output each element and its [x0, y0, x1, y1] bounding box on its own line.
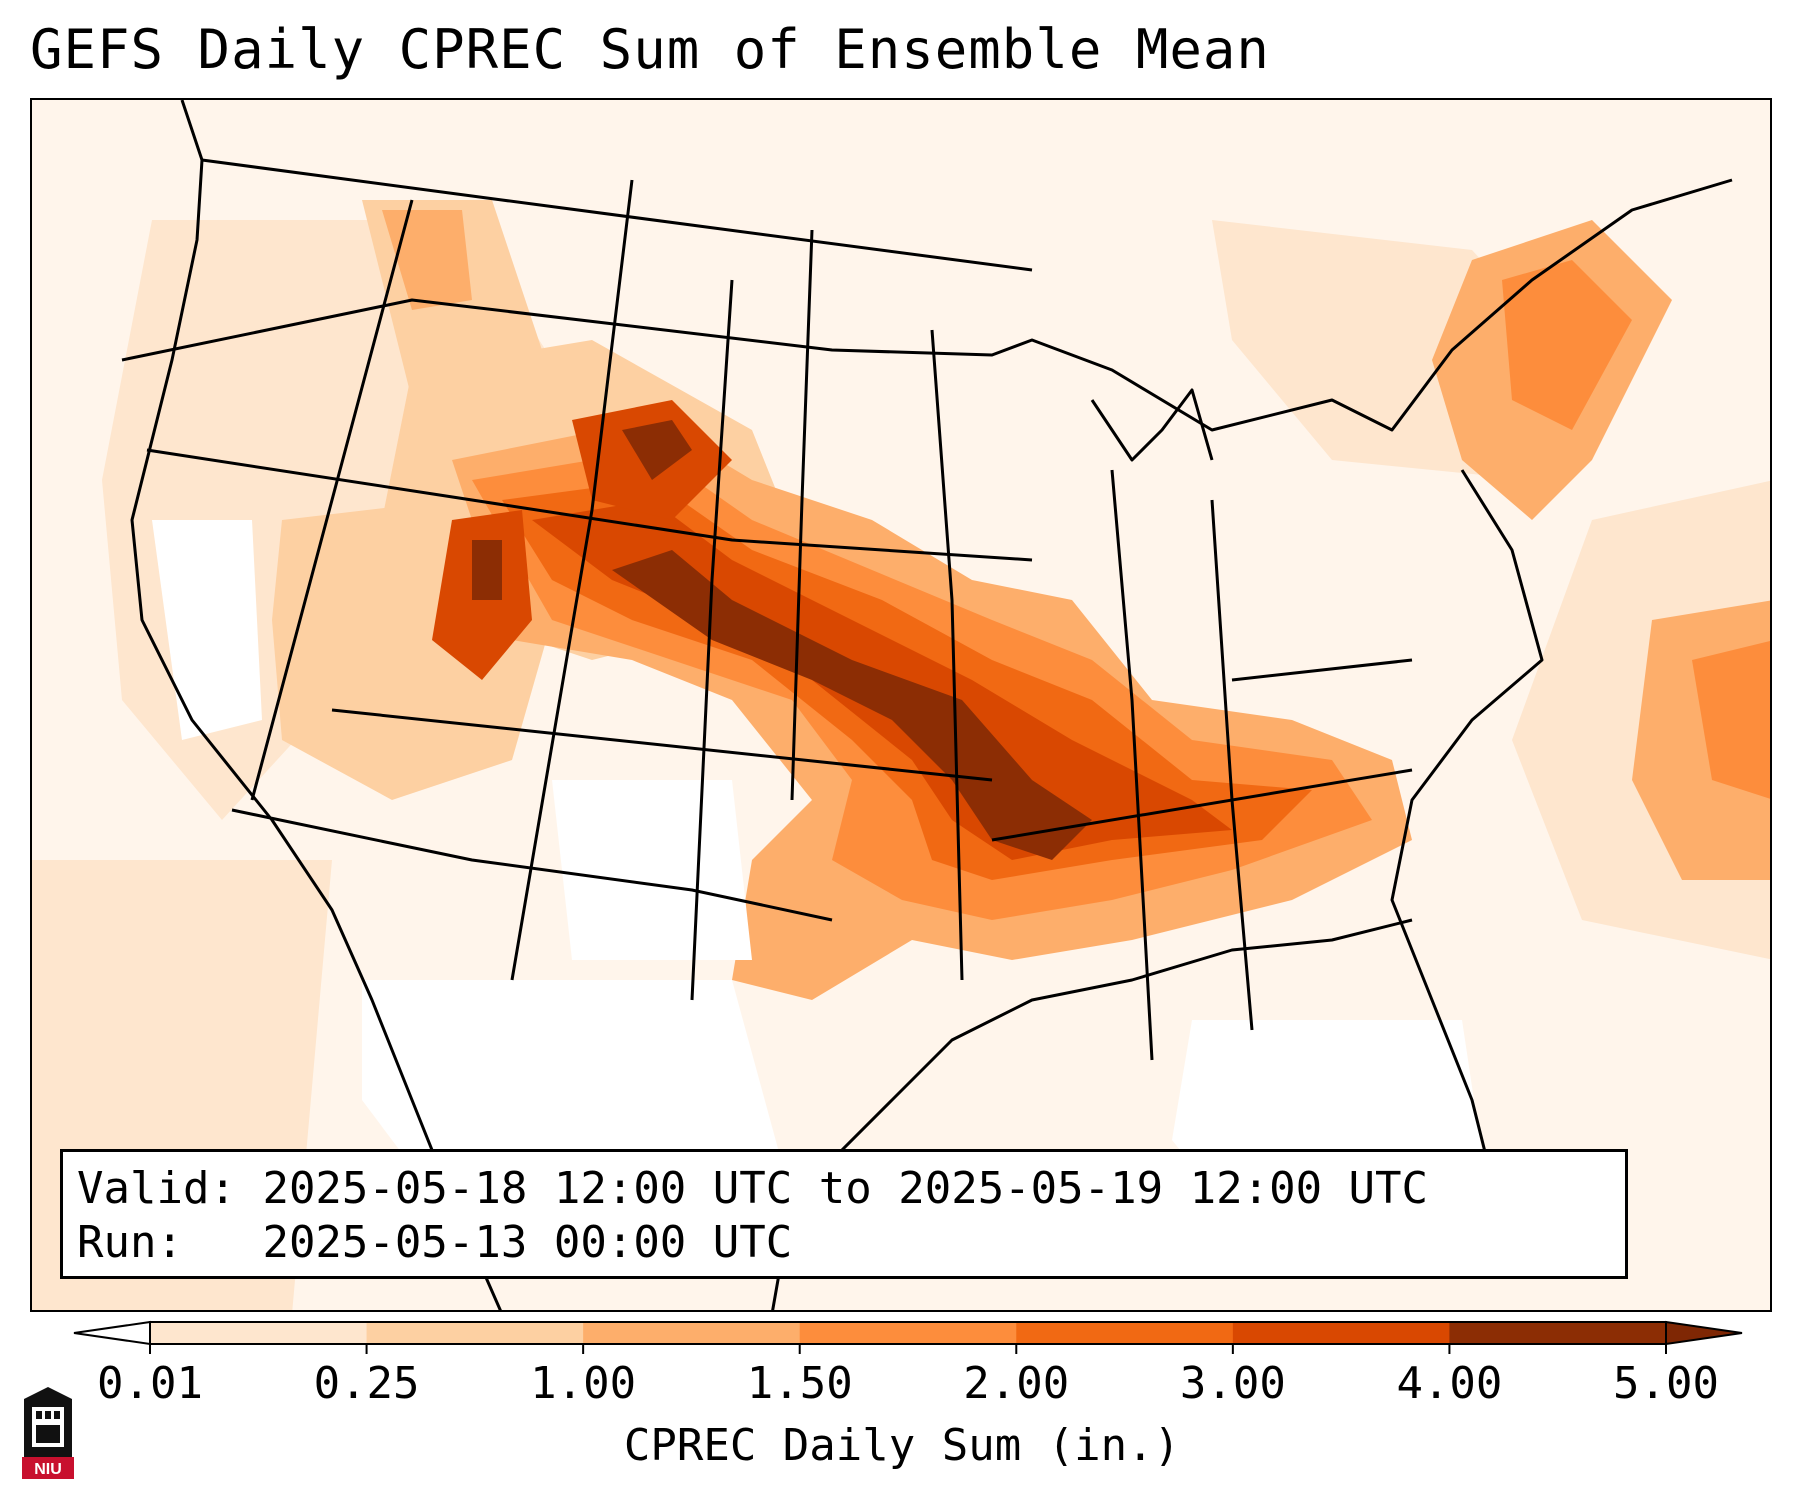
- run-label: Run:: [77, 1217, 183, 1268]
- run-row: Run: 2025-05-13 00:00 UTC: [77, 1216, 1611, 1270]
- colorbar-segment: [799, 1322, 1017, 1344]
- colorbar-tick-label: 0.01: [97, 1358, 203, 1409]
- colorbar-tick-label: 4.00: [1396, 1358, 1503, 1409]
- colorbar-tick-label: 2.00: [963, 1358, 1070, 1409]
- colorbar-tick-label: 3.00: [1179, 1358, 1286, 1409]
- colorbar-tick-label: 1.00: [530, 1358, 637, 1409]
- colorbar-under-arrow: [73, 1320, 151, 1346]
- colorbar-segment: [150, 1322, 368, 1344]
- map-title: GEFS Daily CPREC Sum of Ensemble Mean: [30, 18, 1270, 81]
- colorbar-label: CPREC Daily Sum (in.): [623, 1420, 1181, 1471]
- colorbar-segment: [1016, 1322, 1234, 1344]
- logo-text: NIU: [34, 1461, 62, 1478]
- colorbar-over-arrow: [1665, 1320, 1743, 1346]
- coastlines-and-borders: [121, 100, 1733, 1310]
- precip-field: [32, 200, 1770, 1310]
- colorbar-tick-label: 1.50: [746, 1358, 853, 1409]
- colorbar-segment: [1232, 1322, 1450, 1344]
- colorbar-tick-label: 0.25: [313, 1358, 420, 1409]
- run-value: 2025-05-13 00:00 UTC: [262, 1217, 793, 1268]
- info-box: Valid: 2025-05-18 12:00 UTC to 2025-05-1…: [60, 1149, 1628, 1279]
- colorbar-frame: [149, 1321, 1667, 1345]
- valid-row: Valid: 2025-05-18 12:00 UTC to 2025-05-1…: [77, 1162, 1611, 1216]
- colorbar: [73, 1320, 1743, 1354]
- colorbar-segment: [583, 1322, 801, 1344]
- precip-map: [32, 100, 1770, 1310]
- colorbar-segment: [366, 1322, 584, 1344]
- colorbar-tick-label: 5.00: [1613, 1358, 1719, 1409]
- map-panel: Valid: 2025-05-18 12:00 UTC to 2025-05-1…: [30, 98, 1772, 1312]
- colorbar-segment: [1449, 1322, 1667, 1344]
- niu-logo: NIU: [22, 1387, 74, 1479]
- valid-value: 2025-05-18 12:00 UTC to 2025-05-19 12:00…: [262, 1163, 1429, 1214]
- valid-label: Valid:: [77, 1163, 236, 1214]
